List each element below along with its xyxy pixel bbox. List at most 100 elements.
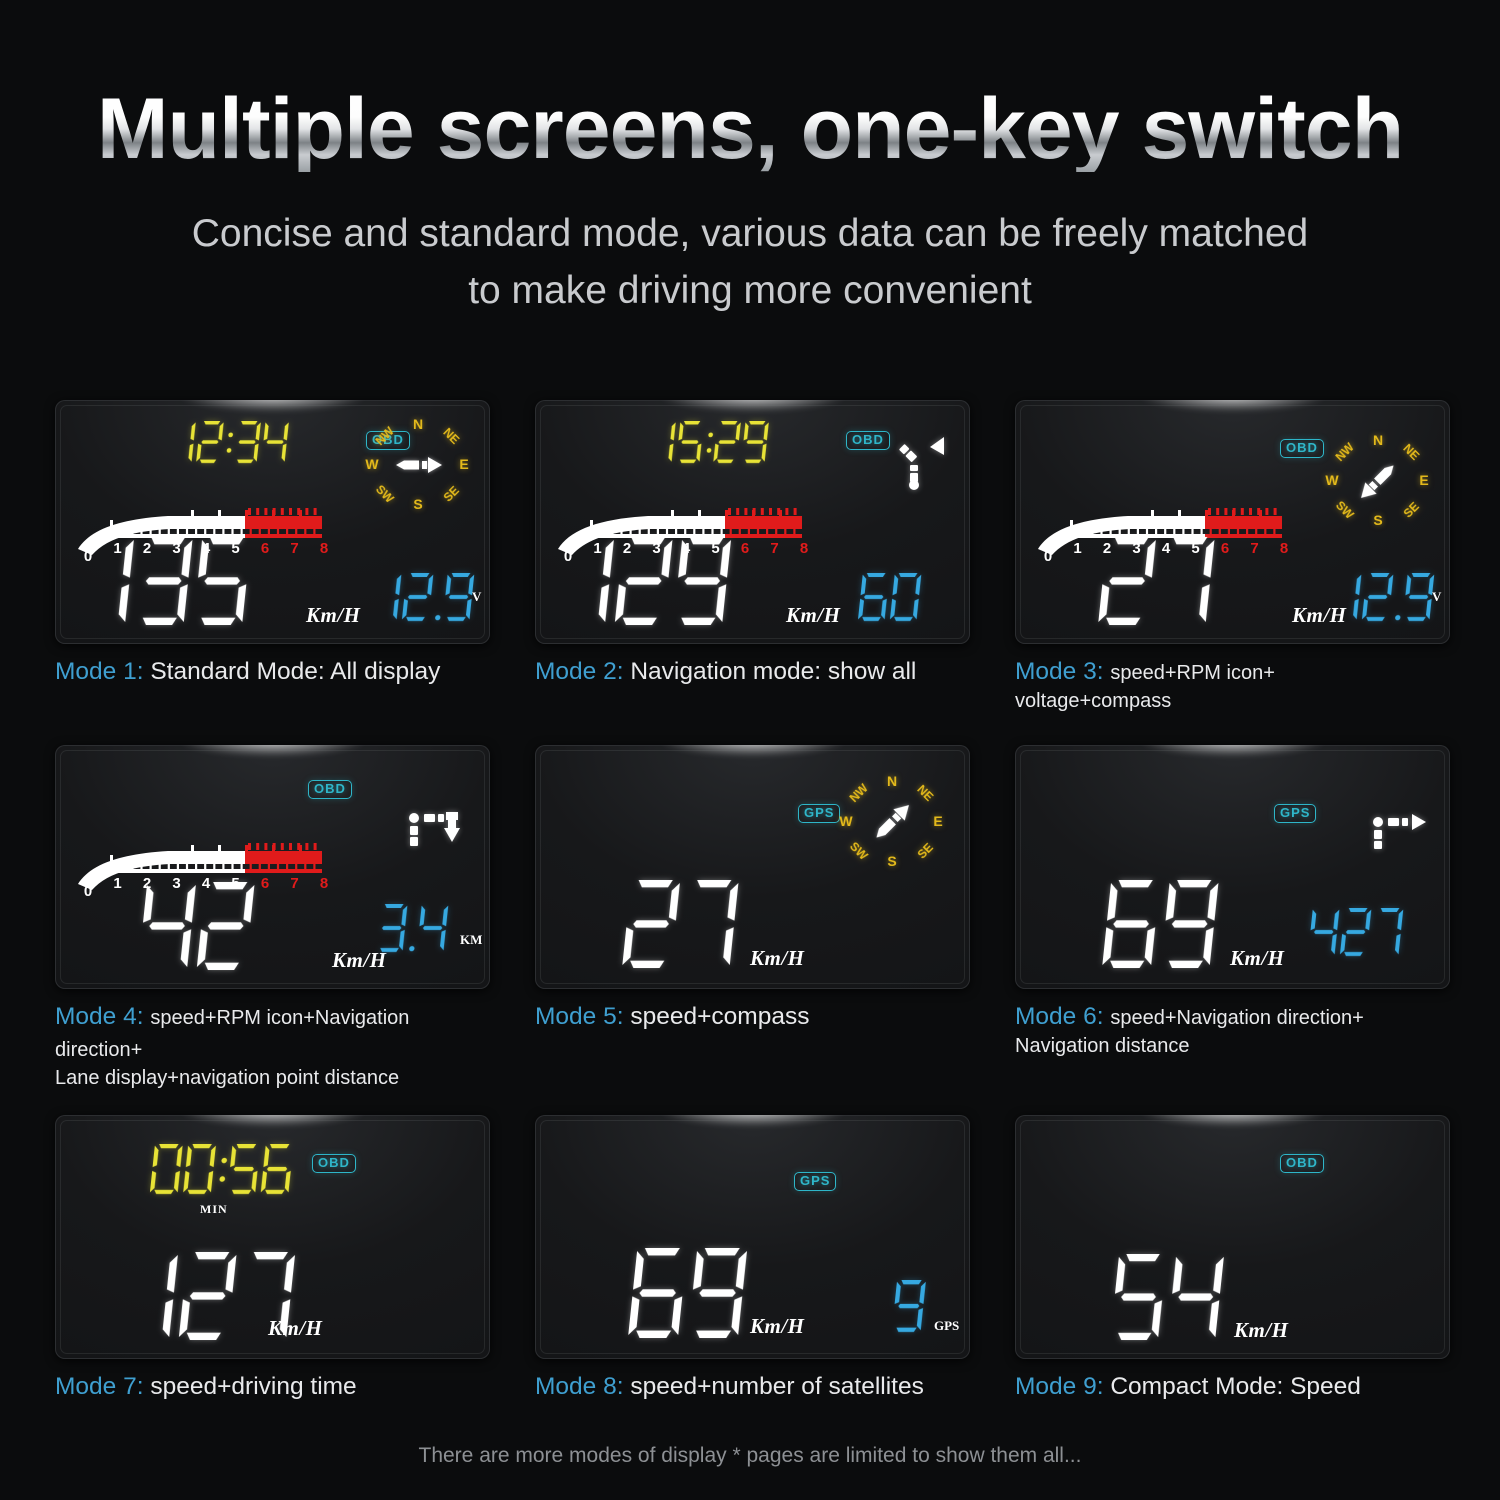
svg-text:2: 2 [623,540,631,557]
svg-text:N: N [413,416,423,432]
speed-display [1098,537,1230,625]
svg-text:E: E [459,456,468,472]
svg-text:NW: NW [373,424,398,449]
status-badge-gps: GPS [798,804,841,824]
svg-text:4: 4 [1162,540,1171,557]
svg-text:3: 3 [652,540,660,557]
svg-text:S: S [1373,512,1382,528]
mode-cell-5[interactable]: GPS N NE E SE S SW W NW Km/H Mode 5: speed+compas… [535,745,970,1115]
svg-text:W: W [1325,472,1339,488]
svg-text:4: 4 [202,875,211,892]
svg-text:6: 6 [261,540,269,557]
speed-display [1114,1254,1239,1340]
svg-text:6: 6 [741,540,749,557]
turn-slight-right-icon [899,435,950,500]
turn-right-down-icon [406,810,464,857]
svg-text:NW: NW [847,781,872,806]
svg-text:NE: NE [914,782,936,804]
hud-screen-3[interactable]: OBD 0 1 2 3 4 5 6 7 8 N NE E SE S SW W NW Km/H V [1015,400,1450,644]
speed-unit-label: Km/H [306,603,361,627]
speed-unit-label: Km/H [750,1314,805,1338]
mode-description-line2: Navigation distance [1015,1034,1190,1057]
mode-caption-5: Mode 5: speed+compass [535,1001,970,1033]
svg-text:1: 1 [1073,540,1081,557]
svg-text:SW: SW [1333,498,1357,522]
mode-label: Mode 4: [55,1003,144,1030]
page-subtitle: Concise and standard mode, various data … [191,212,1309,312]
status-badge-gps: GPS [1274,804,1317,824]
aux-value-display [378,904,457,952]
speed-unit-label: Km/H [332,948,387,972]
svg-text:N: N [1373,432,1383,448]
status-badge-obd: OBD [366,431,410,451]
speed-unit-label: Km/H [268,1316,323,1340]
mode-cell-7[interactable]: MIN OBD Km/H Mode 7: speed+driving time [55,1115,490,1415]
svg-text:6: 6 [1221,540,1229,557]
clock-unit-label: MIN [200,1202,228,1216]
mode-cell-9[interactable]: OBD Km/H Mode 9: Compact Mode: Speed [1015,1115,1450,1415]
svg-text:SE: SE [441,483,462,504]
svg-text:SE: SE [1401,499,1422,520]
aux-unit-label: KM [460,932,483,947]
svg-text:1: 1 [113,875,121,892]
svg-text:E: E [933,813,942,829]
svg-text:0: 0 [564,548,572,565]
mode-cell-6[interactable]: GPS Km/H Mode 6: speed+Navigation directi… [1015,745,1450,1115]
svg-text:8: 8 [320,875,328,892]
compass-dial: N NE E SE S SW W NW [1318,429,1438,529]
aux-unit-label: V [1432,589,1442,604]
clock-display [650,421,776,463]
hud-screen-6[interactable]: GPS Km/H [1015,745,1450,989]
svg-text:1: 1 [113,540,121,557]
speed-display [622,880,754,968]
mode-description: speed+number of satellites [630,1373,924,1400]
svg-text:0: 0 [84,883,92,900]
speed-unit-label: Km/H [1230,946,1285,970]
hud-screen-9[interactable]: OBD Km/H [1015,1115,1450,1359]
mode-caption-2: Mode 2: Navigation mode: show all [535,656,970,688]
mode-caption-7: Mode 7: speed+driving time [55,1371,490,1403]
svg-text:3: 3 [172,540,180,557]
svg-text:5: 5 [1191,540,1199,557]
aux-unit-label: V [472,589,482,604]
aux-value-display [1310,908,1412,956]
speed-display [628,1248,763,1338]
hud-screen-7[interactable]: MIN OBD Km/H [55,1115,490,1359]
svg-text:7: 7 [1250,540,1258,557]
svg-text:N: N [887,773,897,789]
mode-description-line2: voltage+compass [1015,689,1172,712]
aux-value-display [858,573,930,621]
svg-text:2: 2 [143,875,151,892]
mode-description: speed+Navigation direction+ [1110,1007,1364,1029]
status-badge-obd: OBD [1280,1154,1324,1174]
mode-description: Standard Mode: All display [150,658,441,685]
mode-label: Mode 1: [55,658,144,685]
clock-display [170,421,296,463]
svg-text:W: W [365,456,379,472]
footer-note: There are more modes of display * pages … [418,1444,1082,1467]
status-badge-gps: GPS [794,1172,837,1192]
speed-display [124,1252,310,1340]
status-badge-obd: OBD [312,1154,356,1174]
status-badge-obd: OBD [308,780,352,800]
hud-screen-8[interactable]: GPS Km/H GPS [535,1115,970,1359]
mode-label: Mode 5: [535,1003,624,1030]
hud-screen-5[interactable]: GPS N NE E SE S SW W NW Km/H [535,745,970,989]
mode-label: Mode 6: [1015,1003,1104,1030]
mode-row-3: MIN OBD Km/H Mode 7: speed+driving time GPS K… [55,1115,1450,1415]
mode-cell-8[interactable]: GPS Km/H GPS Mode 8: speed+number of satell… [535,1115,970,1415]
svg-text:0: 0 [84,548,92,565]
svg-text:7: 7 [290,875,298,892]
mode-description: speed+RPM icon+Navigation direction+ [55,1007,410,1061]
mode-cell-3[interactable]: OBD 0 1 2 3 4 5 6 7 8 N NE E SE S SW W NW Km/H V Mode 3: sp… [1015,400,1450,745]
